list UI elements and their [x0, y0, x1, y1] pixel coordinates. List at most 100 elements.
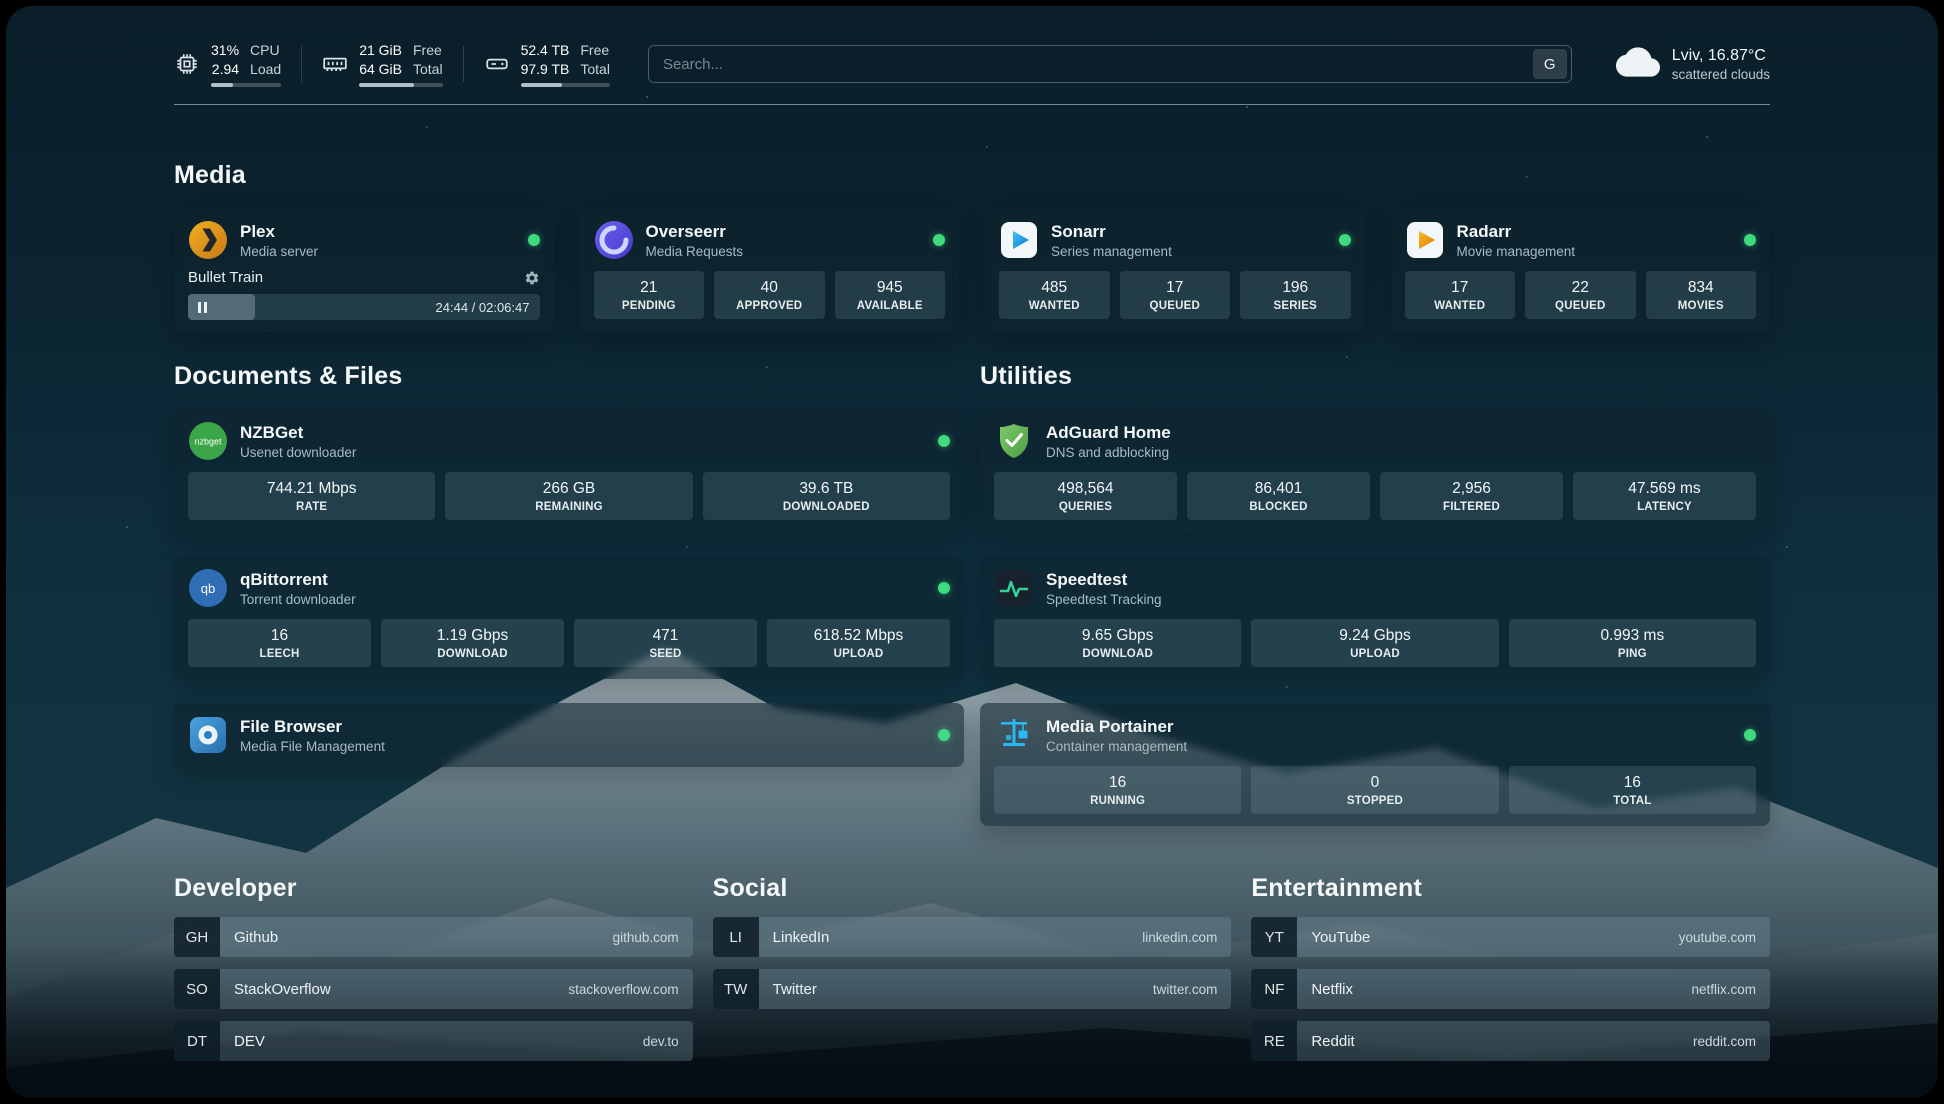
topbar-divider — [174, 104, 1770, 105]
bookmark-row-reddit[interactable]: RE Reddit reddit.com — [1251, 1021, 1770, 1061]
stat-value: 40 — [760, 279, 778, 296]
service-card-filebrowser[interactable]: File Browser Media File Management — [174, 703, 964, 767]
stat-value: 16 — [1109, 774, 1127, 791]
weather-location: Lviv, 16.87°C — [1671, 46, 1766, 64]
status-dot — [1744, 234, 1756, 246]
bookmark-abbr: YT — [1251, 917, 1298, 957]
service-subtitle: Movie management — [1456, 243, 1576, 259]
service-name: NZBGet — [240, 422, 304, 442]
service-subtitle: Series management — [1051, 243, 1172, 259]
stat-value: 266 GB — [542, 480, 596, 497]
service-subtitle: DNS and adblocking — [1046, 444, 1170, 460]
disk-free: 52.4 TB — [520, 42, 570, 59]
section-title-utilities: Utilities — [980, 362, 1073, 390]
stat-value: 0.993 ms — [1600, 627, 1665, 644]
service-subtitle: Usenet downloader — [240, 444, 357, 460]
stat-label: LATENCY — [1637, 501, 1692, 513]
status-dot — [938, 435, 950, 447]
bookmark-row-twitter[interactable]: TW Twitter twitter.com — [712, 969, 1232, 1009]
bookmark-row-dev[interactable]: DT DEV dev.to — [174, 1021, 693, 1061]
stat-label: REMAINING — [535, 501, 603, 513]
bookmark-group-title: Developer — [174, 874, 297, 902]
service-card-speedtest[interactable]: Speedtest Speedtest Tracking 9.65 Gbps D… — [980, 556, 1770, 679]
svg-text:qb: qb — [201, 581, 215, 596]
stat-label: DOWNLOADED — [782, 501, 870, 513]
service-card-nzbget[interactable]: nzbget NZBGet Usenet downloader 744.21 M… — [174, 409, 964, 532]
service-card-overseerr[interactable]: Overseerr Media Requests 21 PENDING 40 A… — [579, 208, 959, 332]
bookmark-abbr: SO — [174, 969, 220, 1009]
speedtest-icon — [994, 568, 1034, 608]
status-dot — [1338, 234, 1351, 246]
adguard-icon — [994, 421, 1034, 461]
service-card-adguard[interactable]: AdGuard Home DNS and adblocking 498,564 … — [980, 409, 1770, 532]
ram-bar — [359, 82, 443, 87]
bookmark-domain: dev.to — [642, 1033, 679, 1049]
service-name: Speedtest — [1046, 569, 1128, 589]
bookmark-row-stackoverflow[interactable]: SO StackOverflow stackoverflow.com — [174, 969, 693, 1009]
filebrowser-icon — [188, 715, 228, 755]
bookmark-row-youtube[interactable]: YT YouTube youtube.com — [1251, 917, 1770, 957]
bookmark-row-github[interactable]: GH Github github.com — [174, 917, 693, 957]
section-title-media: Media — [174, 161, 246, 189]
search-input[interactable] — [662, 55, 1533, 73]
cloud-icon — [1615, 40, 1660, 89]
weather-widget: Lviv, 16.87°C scattered clouds — [1615, 40, 1770, 89]
dashboard-screen: 31% 2.94 CPU Load — [6, 6, 1938, 1098]
stat-download: 1.19 Gbps DOWNLOAD — [381, 619, 564, 667]
search-engine-button[interactable]: G — [1532, 49, 1567, 79]
stat-rate: 744.21 Mbps RATE — [188, 472, 436, 520]
svg-text:nzbget: nzbget — [194, 437, 222, 447]
playback-bar[interactable]: 24:44 / 02:06:47 — [188, 294, 540, 320]
bookmark-domain: github.com — [612, 929, 679, 945]
stat-label: AVAILABLE — [856, 300, 923, 312]
service-name: Plex — [240, 221, 275, 241]
bookmark-name: DEV — [234, 1032, 265, 1050]
cpu-stat: 31% 2.94 CPU Load — [174, 41, 282, 87]
stat-queued: 22 QUEUED — [1525, 271, 1636, 319]
bookmark-name: YouTube — [1311, 928, 1371, 946]
stat-downloaded: 39.6 TB DOWNLOADED — [702, 472, 950, 520]
stat-label: WANTED — [1434, 300, 1486, 312]
service-card-radarr[interactable]: Radarr Movie management 17 WANTED 22 QUE… — [1390, 208, 1770, 332]
disk-icon — [484, 51, 510, 77]
stat-value: 834 — [1687, 279, 1714, 296]
stat-series: 196 SERIES — [1240, 271, 1351, 319]
status-dot — [938, 729, 950, 741]
stat-value: 9.24 Gbps — [1339, 627, 1411, 644]
stat-upload: 9.24 Gbps UPLOAD — [1251, 619, 1499, 667]
service-card-plex[interactable]: Plex Media server Bullet Train — [174, 208, 554, 332]
service-subtitle: Container management — [1046, 738, 1188, 754]
stat-value: 86,401 — [1254, 480, 1303, 497]
section-media: Media Plex — [174, 161, 1770, 332]
disk-label-2: Total — [580, 60, 610, 77]
stat-available: 945 AVAILABLE — [834, 271, 945, 319]
stat-approved: 40 APPROVED — [714, 271, 825, 319]
topbar-separator — [462, 46, 464, 82]
bookmark-abbr: GH — [174, 917, 220, 957]
disk-stat: 52.4 TB 97.9 TB Free Total — [484, 41, 610, 87]
stat-value: 47.569 ms — [1628, 480, 1701, 497]
service-name: File Browser — [240, 716, 343, 736]
stat-value: 485 — [1041, 279, 1068, 296]
stat-value: 945 — [876, 279, 903, 296]
bookmark-row-linkedin[interactable]: LI LinkedIn linkedin.com — [712, 917, 1232, 957]
bookmark-abbr: DT — [174, 1021, 220, 1061]
stat-label: PENDING — [621, 300, 676, 312]
bookmark-row-netflix[interactable]: NF Netflix netflix.com — [1251, 969, 1770, 1009]
service-card-sonarr[interactable]: Sonarr Series management 485 WANTED 17 Q… — [985, 208, 1365, 332]
bookmark-domain: youtube.com — [1678, 929, 1756, 945]
stat-value: 618.52 Mbps — [813, 627, 904, 644]
service-card-qbittorrent[interactable]: qb qBittorrent Torrent downloader 16 LEE… — [174, 556, 964, 679]
service-name: AdGuard Home — [1046, 422, 1171, 442]
stat-queued: 17 QUEUED — [1119, 271, 1230, 319]
stat-label: RUNNING — [1090, 795, 1146, 807]
cpu-bar — [211, 82, 282, 87]
cpu-icon — [174, 51, 200, 77]
stat-value: 16 — [1623, 774, 1641, 791]
gear-icon[interactable] — [524, 270, 540, 286]
pause-icon[interactable] — [198, 301, 207, 313]
bookmark-group-social: Social LI LinkedIn linkedin.com TW Twitt… — [712, 874, 1232, 1073]
stat-seed: 471 SEED — [574, 619, 757, 667]
service-card-portainer[interactable]: Media Portainer Container management 16 … — [980, 703, 1770, 826]
stat-label: QUEUED — [1149, 300, 1200, 312]
